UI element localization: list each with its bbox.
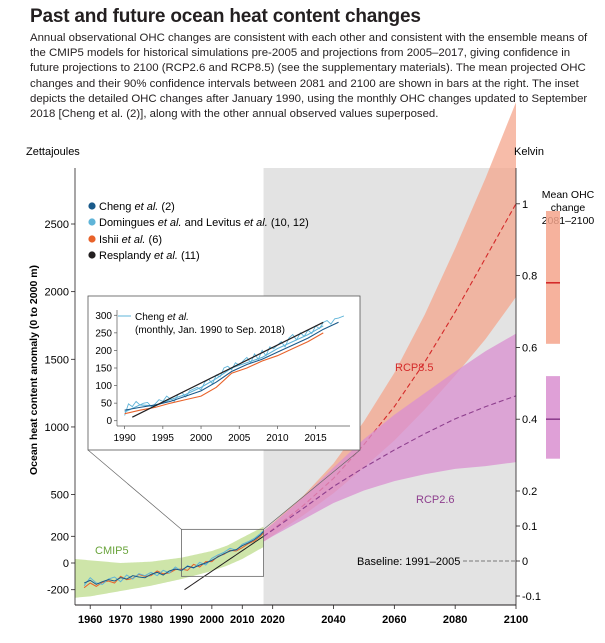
legend-text: Cheng bbox=[99, 201, 134, 213]
kelvin-tick-label: 0.6 bbox=[522, 342, 537, 354]
rcp85-mean-line bbox=[263, 203, 517, 537]
rcp85-band bbox=[263, 102, 516, 542]
kelvin-tick-label: -0.1 bbox=[522, 591, 541, 603]
right-axis-unit: Kelvin bbox=[514, 146, 544, 158]
x-tick-label: 2000 bbox=[200, 614, 224, 626]
legend-text: et al. bbox=[122, 234, 146, 246]
legend-text: et al. bbox=[154, 250, 178, 262]
kelvin-tick-label: 0.1 bbox=[522, 521, 537, 533]
caption-line: Annual observational OHC changes are con… bbox=[30, 32, 588, 44]
y-tick-label: -200 bbox=[47, 585, 69, 597]
obs-line-resplandy bbox=[184, 535, 264, 591]
legend-text: Ishii bbox=[99, 234, 122, 246]
inset-legend-text: Cheng bbox=[135, 312, 167, 323]
inset-y-tick-label: 50 bbox=[101, 399, 113, 410]
kelvin-tick-label: 0 bbox=[522, 556, 528, 568]
legend-entry-cheng: Cheng et al. (2) bbox=[99, 201, 175, 213]
inset-connector bbox=[87, 449, 182, 530]
y-tick-label: 500 bbox=[51, 490, 69, 502]
kelvin-tick-label: 1 bbox=[522, 199, 528, 211]
obs-line-cheng bbox=[83, 531, 264, 585]
cmip5-band bbox=[75, 526, 264, 598]
bar-rcp85-range bbox=[546, 210, 560, 344]
bar-rcp26-range bbox=[546, 376, 560, 459]
x-tick-label: 2040 bbox=[321, 614, 345, 626]
legend-text: Resplandy bbox=[99, 250, 154, 262]
inset-legend-text: et al. bbox=[167, 312, 189, 323]
x-tick-label: 2010 bbox=[230, 614, 254, 626]
rcp26-mean-line bbox=[263, 395, 517, 537]
kelvin-tick-label: 0.2 bbox=[522, 486, 537, 498]
legend-entry-resplandy: Resplandy et al. (11) bbox=[99, 250, 200, 262]
inset-ishii-annual-line bbox=[124, 332, 324, 415]
x-tick-label: 1980 bbox=[139, 614, 163, 626]
legend-swatch-cheng bbox=[88, 202, 96, 210]
legend-text: (2) bbox=[158, 201, 175, 213]
legend-text: et al. bbox=[134, 201, 158, 213]
legend-swatch-resplandy bbox=[88, 251, 96, 259]
figure-caption: Annual observational OHC changes are con… bbox=[30, 31, 600, 122]
legend-swatch-domingues-levitus bbox=[88, 218, 96, 226]
caption-line: future projections to 2100 (RCP2.6 and R… bbox=[30, 62, 586, 75]
inset-legend-subtitle: (monthly, Jan. 1990 to Sep. 2018) bbox=[135, 325, 285, 336]
legend-text: (11) bbox=[178, 250, 200, 262]
cmip5-label: CMIP5 bbox=[95, 545, 129, 557]
inset-x-tick-label: 2005 bbox=[228, 433, 251, 444]
inset-y-tick-label: 300 bbox=[95, 311, 112, 322]
y-tick-label: 2000 bbox=[45, 287, 69, 299]
inset-y-tick-label: 150 bbox=[95, 364, 112, 375]
obs-line-ishii bbox=[83, 532, 264, 589]
legend-text: et al. bbox=[158, 217, 182, 229]
inset-connector bbox=[263, 449, 361, 530]
legend-entry-domingues-levitus: Domingues et al. and Levitus et al. (10,… bbox=[99, 217, 309, 229]
legend-swatch-ishii bbox=[88, 235, 96, 243]
obs-line-domingues-levitus bbox=[83, 530, 264, 586]
y-axis-label: Ocean heat content anomaly (0 to 2000 m) bbox=[28, 265, 40, 475]
caption-line: 2018 [Cheng et al. (2)], along with the … bbox=[30, 108, 439, 121]
figure-title: Past and future ocean heat content chang… bbox=[30, 6, 421, 27]
rcp26-band bbox=[263, 333, 516, 542]
inset-x-tick-label: 2015 bbox=[304, 433, 327, 444]
legend-text: (10, 12) bbox=[268, 217, 309, 229]
inset-y-tick-label: 0 bbox=[106, 416, 112, 427]
y-tick-label: 1000 bbox=[45, 422, 69, 434]
legend-text: et al. bbox=[244, 217, 268, 229]
rcp26-label: RCP2.6 bbox=[416, 494, 455, 506]
legend-text: Domingues bbox=[99, 217, 158, 229]
inset-x-tick-label: 2000 bbox=[190, 433, 213, 444]
x-tick-label: 2100 bbox=[504, 614, 528, 626]
inset-x-tick-label: 2010 bbox=[266, 433, 289, 444]
inset-legend-title: Cheng et al. bbox=[135, 312, 189, 323]
caption-line: changes and their 90% confidence interva… bbox=[30, 77, 579, 90]
y-tick-label: 200 bbox=[51, 531, 69, 543]
inset-resplandy-trend-line bbox=[132, 321, 324, 418]
baseline-label: Baseline: 1991–2005 bbox=[357, 556, 460, 568]
inset-y-tick-label: 200 bbox=[95, 346, 112, 357]
inset-zoom-box bbox=[181, 528, 264, 577]
caption-line: depicts the detailed OHC changes after J… bbox=[30, 92, 588, 105]
x-tick-label: 1970 bbox=[108, 614, 132, 626]
bars-title: Mean OHC bbox=[542, 189, 595, 201]
y-tick-label: 1500 bbox=[45, 354, 69, 366]
x-tick-label: 2060 bbox=[382, 614, 406, 626]
caption-line: the CMIP5 models for historical simulati… bbox=[30, 47, 571, 60]
kelvin-tick-label: 0.4 bbox=[522, 414, 537, 426]
kelvin-tick-label: 0.8 bbox=[522, 271, 537, 283]
inset-x-tick-label: 1990 bbox=[114, 433, 137, 444]
y-tick-label: 0 bbox=[63, 558, 69, 570]
rcp85-label: RCP8.5 bbox=[395, 362, 434, 374]
inset-y-tick-label: 100 bbox=[95, 381, 112, 392]
inset-y-tick-label: 250 bbox=[95, 328, 112, 339]
left-axis-unit: Zettajoules bbox=[26, 146, 80, 158]
x-tick-label: 2080 bbox=[443, 614, 467, 626]
x-tick-label: 1990 bbox=[169, 614, 193, 626]
legend-text: (6) bbox=[145, 234, 162, 246]
legend-text: and Levitus bbox=[182, 217, 244, 229]
y-tick-label: 2500 bbox=[45, 219, 69, 231]
legend-entry-ishii: Ishii et al. (6) bbox=[99, 234, 162, 246]
x-tick-label: 1960 bbox=[78, 614, 102, 626]
x-tick-label: 2020 bbox=[260, 614, 284, 626]
inset-x-tick-label: 1995 bbox=[152, 433, 175, 444]
